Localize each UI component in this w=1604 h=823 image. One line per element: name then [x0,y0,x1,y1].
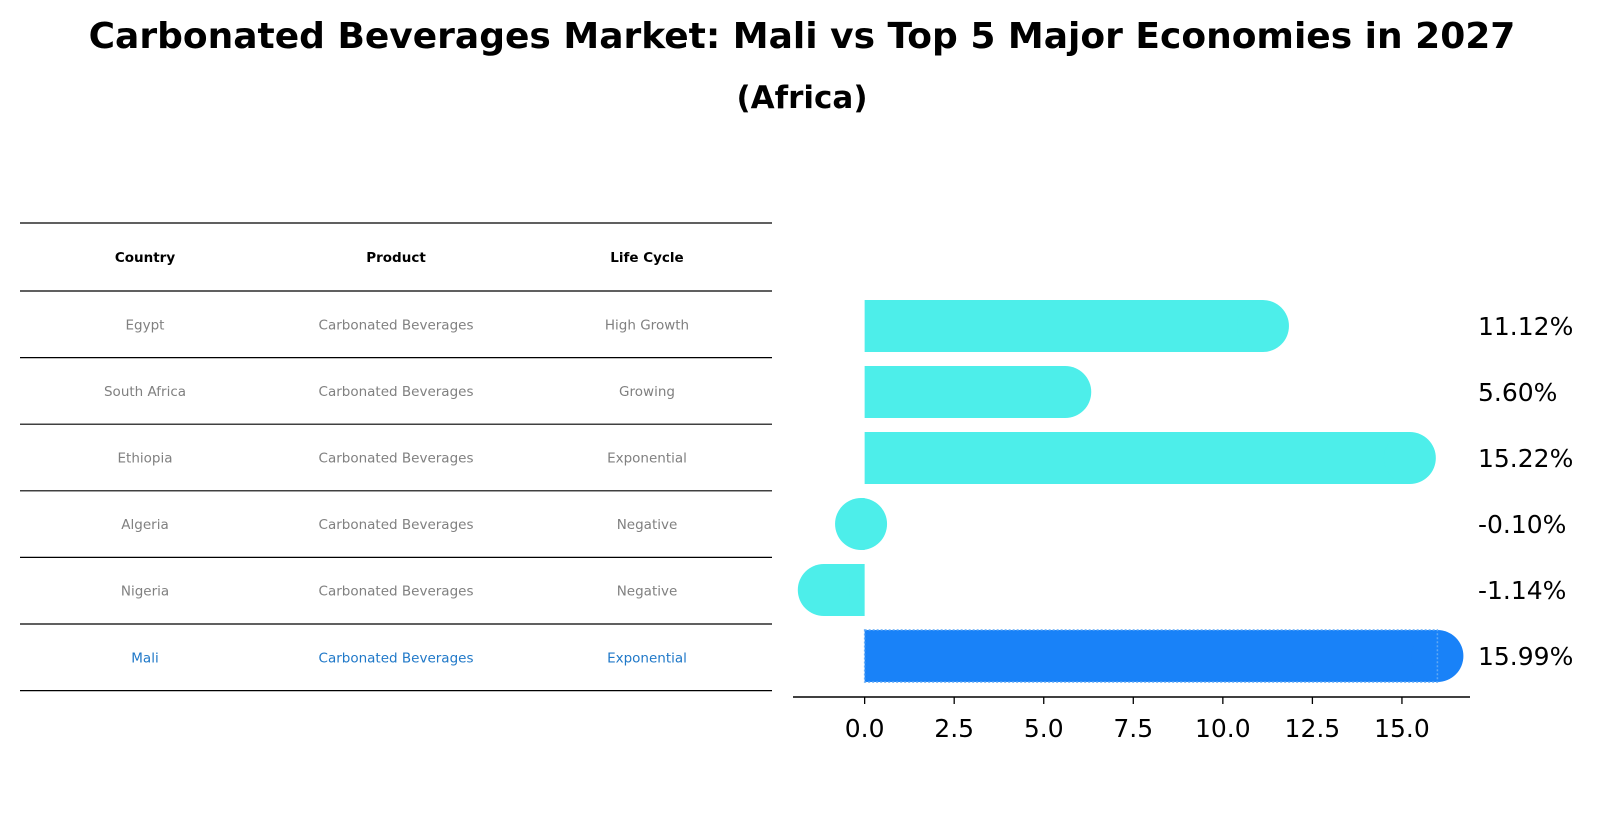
table-cell: Negative [617,584,678,600]
bar-cap [1039,366,1092,418]
table-cell: South Africa [104,384,186,400]
bar-group [835,498,888,550]
data-label: -1.14% [1478,576,1566,605]
x-tick-label: 2.5 [934,714,974,743]
table-cell: Nigeria [121,584,169,600]
x-tick-label: 5.0 [1024,714,1064,743]
data-table: Country Product Life Cycle Egypt Carbonated … [20,222,772,692]
table-cell: Egypt [126,317,165,333]
bar-cap [835,498,888,550]
table-cell: Ethiopia [118,451,173,467]
table-cell: Carbonated Beverages [319,317,474,333]
table-header-cell: Life Cycle [610,250,683,266]
bar-group [864,432,1436,484]
table-cell: Exponential [607,451,687,467]
table-cell: High Growth [605,317,689,333]
x-tick-label: 7.5 [1113,714,1153,743]
bar-cap [797,564,850,616]
table-cell: Growing [619,384,675,400]
chart-subtitle: (Africa) [736,80,868,116]
table-header-cell: Country [115,250,176,266]
data-label: 5.60% [1478,378,1557,407]
data-label: 11.12% [1478,312,1573,341]
bar-group [863,629,1464,683]
chart-title: Carbonated Beverages Market: Mali vs Top… [88,16,1516,57]
x-tick-label: 0.0 [845,714,885,743]
table-cell: Negative [617,517,678,533]
table-cell: Mali [131,650,158,666]
data-label: -0.10% [1478,510,1566,539]
x-tick-label: 10.0 [1195,714,1251,743]
data-label: 15.22% [1478,444,1573,473]
bar-group [797,564,865,616]
table-cell: Exponential [607,650,687,666]
table-cell: Carbonated Beverages [319,451,474,467]
bar [864,630,1438,682]
table-cell: Carbonated Beverages [319,384,474,400]
table-header-cell: Product [366,250,426,266]
bar [864,300,1263,352]
bar-cap [1411,630,1464,682]
x-tick-label: 15.0 [1374,714,1430,743]
bar [864,366,1066,418]
table-cell: Carbonated Beverages [319,517,474,533]
table-cell: Carbonated Beverages [319,650,474,666]
bar-group [864,366,1092,418]
bar-group [864,300,1289,352]
bar-cap [1236,300,1289,352]
x-tick-label: 12.5 [1285,714,1341,743]
bar [864,432,1410,484]
bar-cap [1383,432,1436,484]
table-cell: Carbonated Beverages [319,584,474,600]
table-cell: Algeria [121,517,168,533]
data-label: 15.99% [1478,642,1573,671]
